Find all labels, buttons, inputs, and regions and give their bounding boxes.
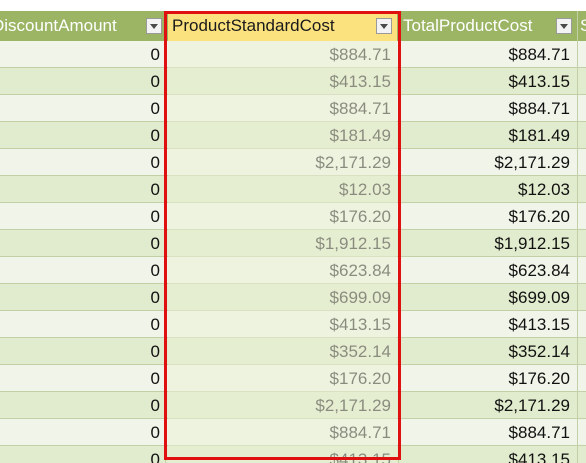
discount-amount-cell[interactable]: 0 xyxy=(150,45,160,64)
highlight-box xyxy=(164,11,401,460)
discount-amount-cell[interactable]: 0 xyxy=(150,396,160,415)
total-product-cost-cell[interactable]: $181.49 xyxy=(508,126,570,145)
discount-amount-cell[interactable]: 0 xyxy=(150,234,160,253)
total-product-cost-cell[interactable]: $413.15 xyxy=(508,450,570,463)
filter-dropdown-icon[interactable] xyxy=(556,18,572,34)
total-product-cost-cell[interactable]: $176.20 xyxy=(508,207,570,226)
discount-amount-cell[interactable]: 0 xyxy=(150,423,160,442)
column-header-label: TotalProductCost xyxy=(403,16,533,35)
total-product-cost-cell[interactable]: $884.71 xyxy=(508,423,570,442)
discount-amount-cell[interactable]: 0 xyxy=(150,72,160,91)
column-header-row: DiscountAmount ProductStandardCost Total… xyxy=(0,11,586,41)
column-header-productstandardcost[interactable]: ProductStandardCost xyxy=(168,11,397,41)
total-product-cost-cell[interactable]: $12.03 xyxy=(518,180,570,199)
total-product-cost-cell[interactable]: $413.15 xyxy=(508,315,570,334)
discount-amount-cell[interactable]: 0 xyxy=(150,207,160,226)
discount-amount-cell[interactable]: 0 xyxy=(150,180,160,199)
discount-amount-cell[interactable]: 0 xyxy=(150,450,160,463)
discount-amount-cell[interactable]: 0 xyxy=(150,99,160,118)
discount-amount-cell[interactable]: 0 xyxy=(150,342,160,361)
column-header-totalproductcost[interactable]: TotalProductCost xyxy=(400,11,577,41)
discount-amount-cell[interactable]: 0 xyxy=(150,369,160,388)
discount-amount-cell[interactable]: 0 xyxy=(150,315,160,334)
discount-amount-cell[interactable]: 0 xyxy=(150,126,160,145)
total-product-cost-cell[interactable]: $176.20 xyxy=(508,369,570,388)
discount-amount-cell[interactable]: 0 xyxy=(150,153,160,172)
total-product-cost-cell[interactable]: $1,912.15 xyxy=(494,234,570,253)
column-header-next[interactable]: S xyxy=(579,11,586,41)
filter-dropdown-icon[interactable] xyxy=(376,18,392,34)
total-product-cost-cell[interactable]: $2,171.29 xyxy=(494,153,570,172)
selected-column-shade xyxy=(168,41,397,463)
column-header-label: DiscountAmount xyxy=(0,16,117,35)
discount-amount-cell[interactable]: 0 xyxy=(150,288,160,307)
total-product-cost-cell[interactable]: $699.09 xyxy=(508,288,570,307)
filter-dropdown-icon[interactable] xyxy=(146,18,162,34)
total-product-cost-cell[interactable]: $2,171.29 xyxy=(494,396,570,415)
total-product-cost-cell[interactable]: $884.71 xyxy=(508,45,570,64)
column-header-label: S xyxy=(580,16,586,35)
column-header-label: ProductStandardCost xyxy=(172,16,335,35)
total-product-cost-cell[interactable]: $352.14 xyxy=(508,342,570,361)
total-product-cost-cell[interactable]: $413.15 xyxy=(508,72,570,91)
column-header-discountamount[interactable]: DiscountAmount xyxy=(0,11,165,41)
column-divider xyxy=(577,11,578,463)
total-product-cost-cell[interactable]: $884.71 xyxy=(508,99,570,118)
discount-amount-cell[interactable]: 0 xyxy=(150,261,160,280)
total-product-cost-cell[interactable]: $623.84 xyxy=(508,261,570,280)
